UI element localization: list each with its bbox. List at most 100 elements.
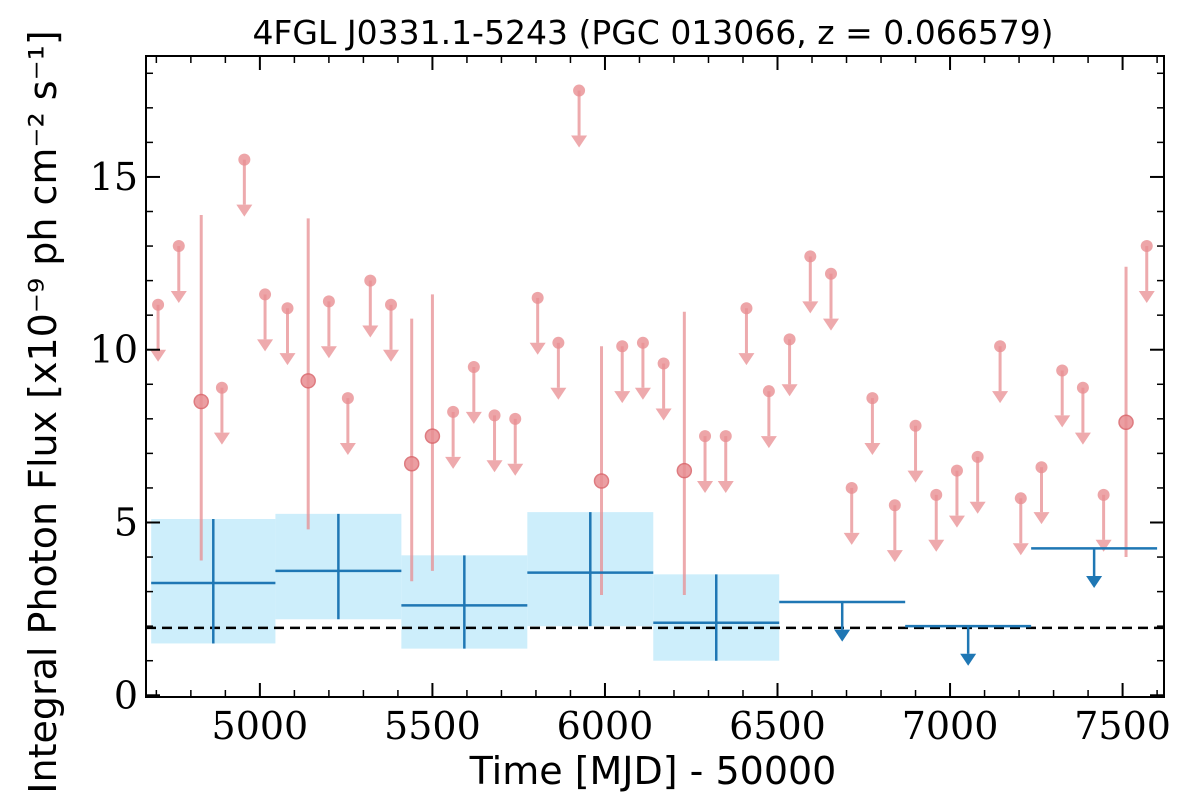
short-bin-ul-point [971, 450, 984, 463]
short-bin-ul-point [341, 392, 354, 405]
y-tick-label: 15 [90, 155, 138, 199]
short-bin-ul-point [804, 250, 817, 263]
short-bin-ul-arrow [781, 384, 798, 397]
short-bin-ul-arrow [760, 436, 777, 449]
short-bin-ul-arrow [969, 501, 986, 514]
x-tick-label: 5500 [384, 704, 481, 748]
short-bin-ul-arrow [738, 353, 755, 366]
short-bin-ul-point [824, 267, 837, 280]
short-bin-ul-point [152, 298, 165, 311]
short-bin-ul-arrow [948, 515, 965, 528]
short-bin-ul-arrow [213, 432, 230, 445]
short-bin-ul-arrow [320, 346, 337, 359]
short-bin-ul-point [1014, 492, 1027, 505]
short-bin-ul-arrow [170, 290, 187, 303]
short-bin-ul-point [636, 336, 649, 349]
short-bin-ul-point [762, 385, 775, 398]
y-axis-label: Integral Photon Flux [x10⁻⁹ ph cm⁻² s⁻¹] [21, 30, 65, 793]
y-tick-label: 5 [114, 500, 138, 544]
short-bin-ul-arrow [843, 532, 860, 545]
short-bin-ul-point [994, 340, 1007, 353]
short-bin-ul-arrow [655, 408, 672, 421]
y-tick-label: 10 [90, 328, 138, 372]
x-tick-labels: 5000 5500 6000 6500 7000 7500 [212, 704, 1171, 748]
short-bin-point [300, 373, 316, 389]
short-bin-ul-point [509, 412, 522, 425]
short-bin-ul-arrow [339, 443, 356, 456]
short-bin-ul-point [950, 464, 963, 477]
short-bin-ul-arrow [507, 463, 524, 476]
short-bin-ul-arrow [550, 387, 567, 400]
short-bin-ul-arrow [257, 339, 274, 352]
short-bin-ul-arrow [928, 539, 945, 552]
short-bin-ul-point [281, 302, 294, 315]
y-tick-labels: 0 5 10 15 [90, 155, 138, 717]
short-bin-ul-point [930, 488, 943, 501]
short-bin-ul-arrow [802, 301, 819, 314]
chart-title: 4FGL J0331.1-5243 (PGC 013066, z = 0.066… [252, 13, 1053, 52]
x-tick-label: 6000 [557, 704, 654, 748]
short-bin-ul-point [1140, 240, 1153, 253]
x-tick-label: 7500 [1074, 704, 1171, 748]
short-bin-ul-arrow [717, 481, 734, 494]
short-bin-ul-arrow [486, 460, 503, 473]
x-tick-label: 5000 [212, 704, 309, 748]
short-bin-ul-point [1076, 381, 1089, 394]
short-bins-series [150, 84, 1155, 596]
short-bin-ul-arrow [571, 135, 588, 148]
short-bin-ul-point [238, 153, 251, 166]
short-bin-ul-point [866, 392, 879, 405]
short-bin-ul-arrow [1095, 539, 1112, 552]
short-bin-point [676, 462, 693, 479]
short-bin-point [403, 456, 420, 472]
short-bin-ul-arrow [362, 325, 379, 338]
short-bin-ul-point [215, 381, 228, 394]
long-bin-ul-arrow [960, 653, 977, 666]
short-bin-ul-point [172, 240, 185, 253]
short-bin-ul-point [1097, 488, 1110, 501]
plot-frame [145, 55, 1165, 698]
short-bin-ul-arrow [1012, 543, 1029, 556]
short-bin-point [593, 473, 610, 489]
short-bin-ul-point [1035, 461, 1048, 474]
short-bin-ul-point [1056, 364, 1069, 377]
short-bin-ul-arrow [1033, 512, 1050, 525]
short-bin-ul-arrow [383, 349, 400, 362]
short-bin-ul-arrow [465, 411, 482, 424]
short-bin-ul-arrow [1138, 290, 1155, 303]
short-bin-ul-arrow [886, 550, 903, 563]
short-bin-ul-arrow [236, 204, 253, 217]
short-bin-ul-point [783, 333, 796, 346]
short-bin-ul-point [699, 430, 712, 443]
short-bin-ul-arrow [1074, 432, 1091, 445]
short-bin-point [424, 428, 441, 444]
y-tick-label: 0 [114, 673, 138, 717]
short-bin-ul-point [322, 295, 335, 308]
short-bin-ul-arrow [907, 470, 924, 483]
short-bin-ul-point [552, 336, 565, 349]
short-bin-ul-point [909, 419, 922, 432]
axis-ticks [146, 56, 1164, 697]
short-bin-ul-point [573, 84, 586, 97]
short-bin-ul-point [657, 357, 670, 370]
short-bin-ul-point [488, 409, 501, 422]
short-bin-ul-arrow [150, 349, 167, 362]
short-bin-ul-arrow [1054, 415, 1071, 428]
short-bin-ul-arrow [634, 387, 651, 400]
short-bin-ul-point [467, 360, 480, 373]
short-bin-point [193, 393, 209, 410]
short-bin-ul-point [447, 405, 460, 418]
short-bin-ul-point [531, 291, 544, 304]
short-bin-ul-arrow [614, 391, 631, 404]
short-bin-ul-point [259, 288, 272, 301]
x-tick-label: 7000 [902, 704, 999, 748]
short-bin-ul-point [888, 499, 901, 512]
short-bin-ul-arrow [992, 391, 1009, 404]
long-bin-ul-arrow [1086, 576, 1103, 589]
x-tick-label: 6500 [729, 704, 826, 748]
short-bin-ul-arrow [445, 456, 462, 469]
long-bins-series [151, 512, 1158, 666]
short-bin-ul-point [616, 340, 629, 353]
x-axis-label: Time [MJD] - 50000 [469, 749, 837, 793]
